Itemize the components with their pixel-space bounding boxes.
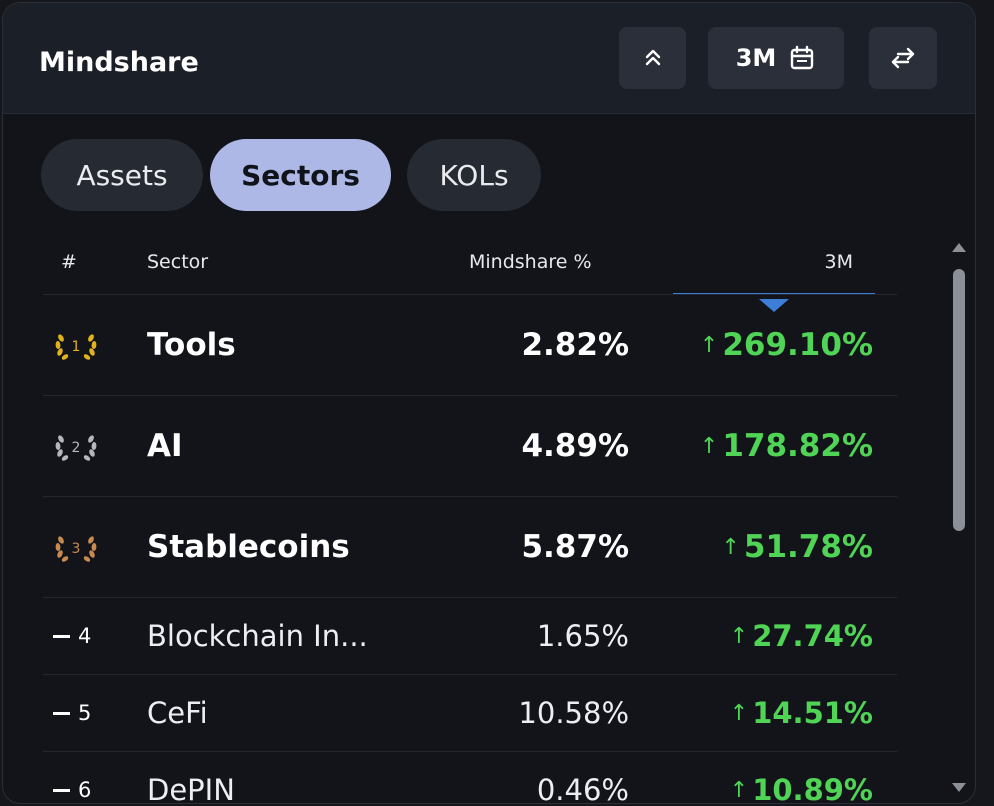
table-row[interactable]: 4 Blockchain In... 1.65% ↑ 27.74% <box>43 597 897 674</box>
mindshare-value: 0.46% <box>536 773 629 804</box>
arrow-up-icon: ↑ <box>721 534 740 560</box>
column-header-mindshare[interactable]: Mindshare % <box>469 251 592 273</box>
change-percent: 51.78% <box>743 529 873 565</box>
column-header-sector[interactable]: Sector <box>147 251 209 273</box>
rank-number: 1 <box>72 339 81 355</box>
vertical-scrollbar[interactable] <box>949 235 969 803</box>
swap-arrows-icon <box>891 47 915 69</box>
sector-name: DePIN <box>147 773 235 804</box>
rank-number: 3 <box>72 541 81 557</box>
rank-cell: 3 <box>53 497 99 597</box>
table-row[interactable]: 5 CeFi 10.58% ↑ 14.51% <box>43 674 897 751</box>
chevrons-up-icon <box>645 49 660 66</box>
period-label: 3M <box>735 44 777 72</box>
table-row[interactable]: 6 DePIN 0.46% ↑ 10.89% <box>43 751 897 804</box>
rank-number: 6 <box>78 778 92 802</box>
collapse-button[interactable] <box>619 27 686 89</box>
change-percent: 269.10% <box>722 327 873 363</box>
mindshare-value: 10.58% <box>518 696 629 730</box>
sector-name: Stablecoins <box>147 529 350 565</box>
table-row[interactable]: 3 Stablecoins 5.87% ↑ 51.78% <box>43 496 897 597</box>
change-value: ↑ 178.82% <box>700 396 873 496</box>
change-percent: 27.74% <box>752 619 873 653</box>
change-value: ↑ 27.74% <box>730 598 873 674</box>
sector-name: Blockchain In... <box>147 619 368 653</box>
change-value: ↑ 10.89% <box>729 752 873 804</box>
mindshare-value: 4.89% <box>521 428 629 464</box>
rank-cell: 5 <box>53 675 91 751</box>
table-row[interactable]: 1 Tools 2.82% ↑ 269.10% <box>43 294 897 395</box>
unchanged-rank-icon <box>53 711 70 715</box>
sort-descending-icon <box>759 299 789 312</box>
arrow-up-icon: ↑ <box>699 332 719 358</box>
sector-name: Tools <box>147 327 236 363</box>
panel-title: Mindshare <box>39 47 199 78</box>
change-percent: 10.89% <box>752 773 873 804</box>
rank-cell: 1 <box>53 295 99 395</box>
mindshare-value: 1.65% <box>536 619 629 653</box>
tab-kols[interactable]: KOLs <box>407 139 541 211</box>
panel-header: Mindshare 3M <box>3 3 975 114</box>
arrow-up-icon: ↑ <box>699 433 719 459</box>
unchanged-rank-icon <box>53 788 70 792</box>
arrow-up-icon: ↑ <box>729 700 749 726</box>
bronze-laurel-icon: 3 <box>55 536 97 562</box>
tab-assets[interactable]: Assets <box>41 139 203 211</box>
column-header-rank: # <box>61 251 77 273</box>
mindshare-panel: Mindshare 3M <box>2 2 976 804</box>
table-row[interactable]: 2 AI 4.89% ↑ 178.82% <box>43 395 897 496</box>
change-value: ↑ 269.10% <box>700 295 873 395</box>
period-selector-button[interactable]: 3M <box>708 27 844 89</box>
rank-number: 5 <box>78 701 92 725</box>
change-value: ↑ 51.78% <box>721 497 873 597</box>
change-percent: 14.51% <box>752 696 873 730</box>
rank-cell: 2 <box>53 396 99 496</box>
silver-laurel-icon: 2 <box>55 435 97 461</box>
gold-laurel-icon: 1 <box>55 334 97 360</box>
tab-sectors[interactable]: Sectors <box>210 139 391 211</box>
change-percent: 178.82% <box>722 428 873 464</box>
column-header-3m[interactable]: 3M <box>824 251 853 273</box>
unchanged-rank-icon <box>53 634 70 638</box>
calendar-icon <box>791 45 814 70</box>
rank-number: 2 <box>72 440 81 456</box>
scroll-up-arrow-icon[interactable] <box>952 243 966 252</box>
scrollbar-thumb[interactable] <box>953 269 965 531</box>
change-value: ↑ 14.51% <box>730 675 873 751</box>
mindshare-value: 5.87% <box>521 529 629 565</box>
rank-number: 4 <box>78 624 92 648</box>
sector-table-body: 1 Tools 2.82% ↑ 269.10% <box>43 294 897 804</box>
rank-cell: 4 <box>53 598 91 674</box>
swap-view-button[interactable] <box>869 27 937 89</box>
rank-cell: 6 <box>53 752 92 803</box>
arrow-up-icon: ↑ <box>729 623 749 649</box>
sector-name: AI <box>147 428 183 464</box>
scroll-down-arrow-icon[interactable] <box>952 783 966 792</box>
sector-name: CeFi <box>147 696 208 730</box>
arrow-up-icon: ↑ <box>729 777 749 803</box>
mindshare-value: 2.82% <box>521 327 629 363</box>
